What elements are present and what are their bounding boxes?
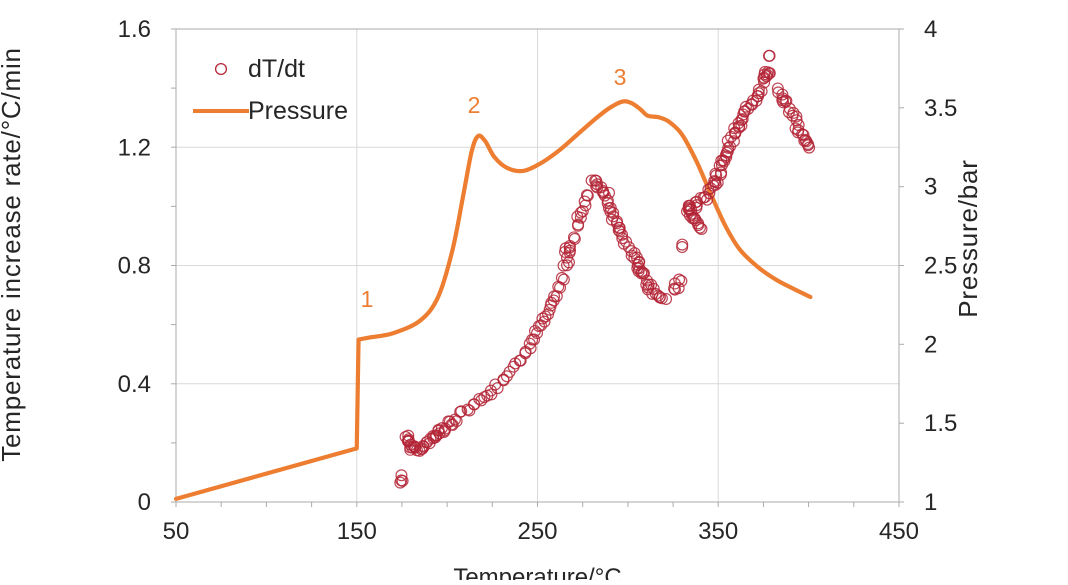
svg-text:1.6: 1.6 — [118, 16, 151, 43]
svg-text:3: 3 — [924, 174, 937, 201]
svg-text:450: 450 — [879, 518, 919, 545]
svg-text:150: 150 — [337, 518, 377, 545]
svg-text:50: 50 — [163, 518, 190, 545]
svg-text:0.8: 0.8 — [118, 253, 151, 280]
svg-text:3.5: 3.5 — [924, 95, 957, 122]
svg-text:2: 2 — [924, 331, 937, 358]
svg-text:0.4: 0.4 — [118, 371, 151, 398]
svg-text:1.2: 1.2 — [118, 134, 151, 161]
svg-text:dT/dt: dT/dt — [248, 55, 305, 83]
svg-text:350: 350 — [698, 518, 738, 545]
svg-text:1: 1 — [924, 489, 937, 516]
svg-text:Temperature/°C: Temperature/°C — [453, 564, 621, 580]
svg-text:250: 250 — [517, 518, 557, 545]
svg-text:0: 0 — [138, 489, 151, 516]
svg-text:1: 1 — [361, 286, 374, 312]
svg-text:2: 2 — [468, 92, 481, 118]
svg-text:1.5: 1.5 — [924, 410, 957, 437]
svg-text:Temperature increase rate/°C: Temperature increase rate/°C/min — [0, 47, 26, 462]
svg-text:4: 4 — [924, 16, 937, 43]
svg-text:Pressure: Pressure — [248, 97, 348, 125]
svg-text:3: 3 — [614, 64, 627, 90]
svg-text:Pressure/bar: Pressure/bar — [953, 159, 983, 317]
